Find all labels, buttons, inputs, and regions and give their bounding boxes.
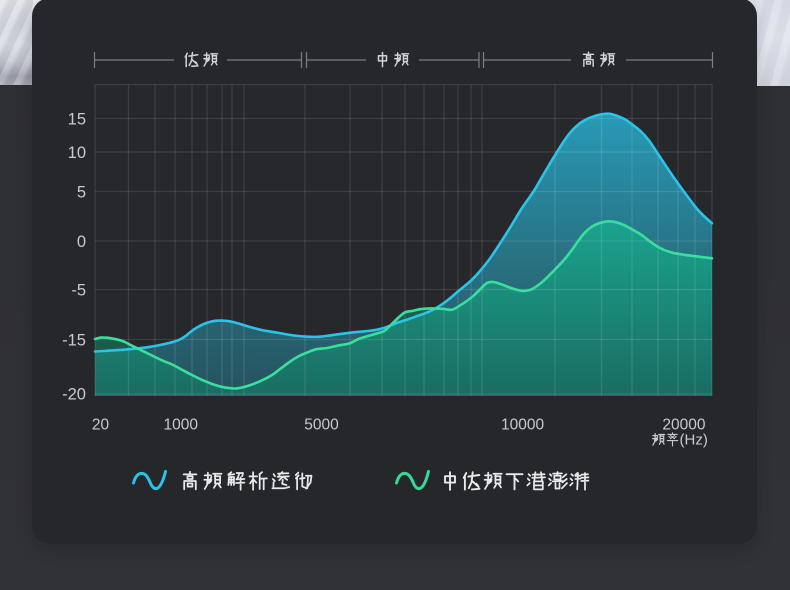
svg-text:-20: -20: [62, 385, 86, 403]
svg-text:20000: 20000: [662, 416, 705, 433]
svg-text:5000: 5000: [304, 416, 339, 433]
svg-text:-15: -15: [62, 331, 86, 349]
svg-text:15: 15: [68, 110, 86, 128]
svg-text:1000: 1000: [164, 416, 199, 433]
svg-text:10000: 10000: [501, 416, 544, 433]
svg-text:-5: -5: [71, 281, 86, 299]
svg-text:20: 20: [92, 416, 110, 433]
svg-text:0: 0: [77, 233, 86, 251]
svg-text:(Hz): (Hz): [680, 432, 708, 449]
svg-text:5: 5: [77, 183, 86, 201]
svg-text:10: 10: [68, 144, 86, 162]
